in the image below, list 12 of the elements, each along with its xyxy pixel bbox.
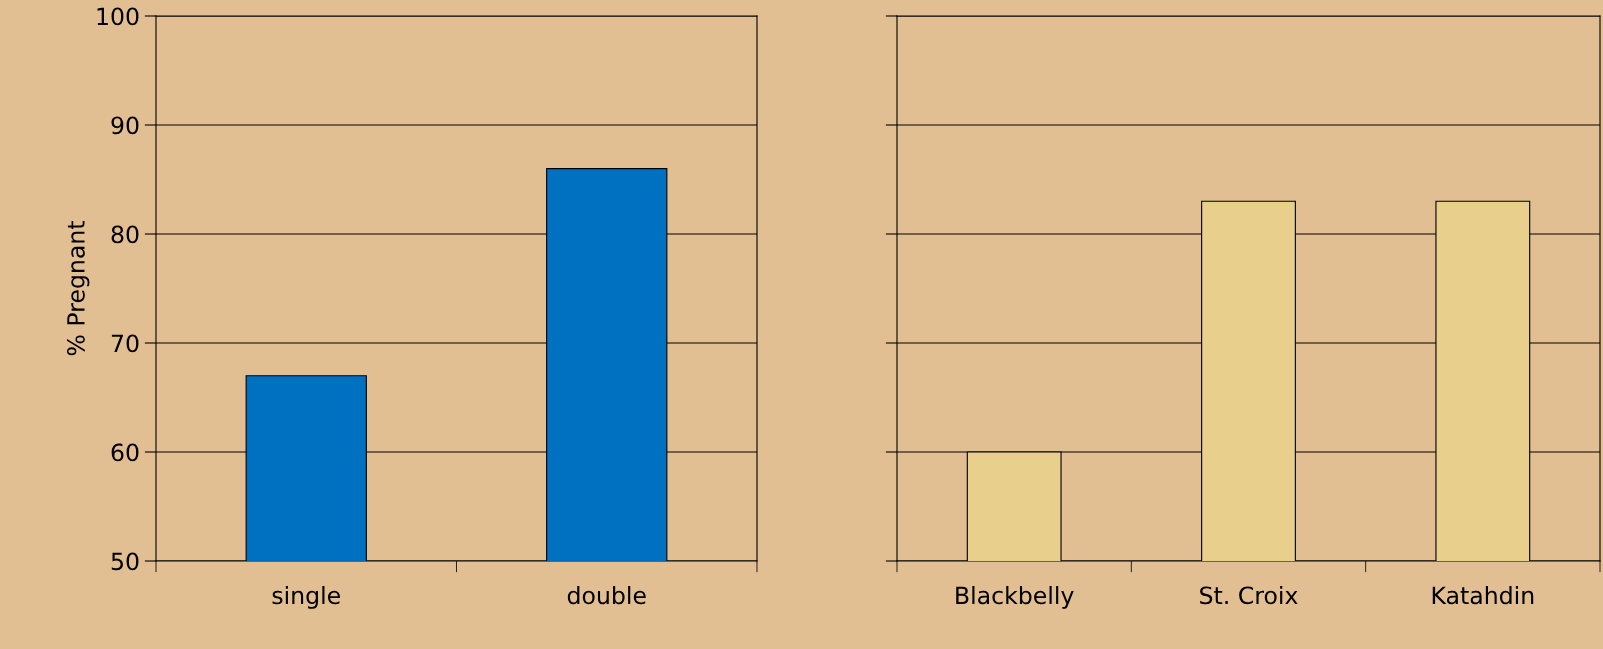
- y-tick-label: 100: [97, 7, 139, 26]
- y-tick-label: 50: [111, 552, 139, 571]
- x-tick-label: double: [567, 586, 646, 605]
- y-tick-label: 70: [111, 334, 139, 353]
- y-tick-label: 60: [111, 443, 139, 462]
- y-tick-label: 80: [111, 225, 139, 244]
- x-tick-label: Blackbelly: [956, 586, 1074, 609]
- y-tick-label: 90: [111, 116, 139, 135]
- x-tick-label: single: [272, 586, 340, 609]
- x-tick-label: St. Croix: [1200, 586, 1298, 605]
- x-tick-label: Katahdin: [1432, 586, 1534, 605]
- y-axis-title: % Pregnant: [66, 221, 90, 356]
